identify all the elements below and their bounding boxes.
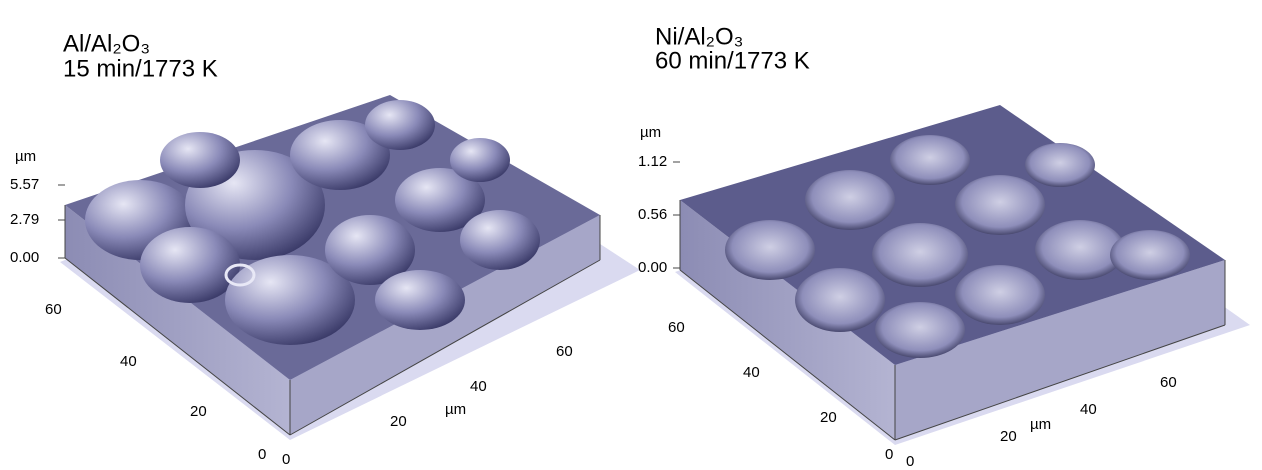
z-unit: µm: [15, 148, 36, 165]
y-tick-label: 0: [885, 446, 893, 463]
title-line: 60 min/1773 K: [655, 47, 810, 74]
y-tick-label: 0: [258, 446, 266, 463]
x-tick-label: 40: [1080, 401, 1097, 418]
y-tick-label: 60: [668, 319, 685, 336]
title-line: 15 min/1773 K: [63, 55, 218, 82]
panel-right: Ni/Al₂O₃ 60 min/1773 K µm 1.12 0.56 0.00…: [638, 23, 1250, 470]
figure: Al/Al₂O₃ 15 min/1773 K µm 5.57 2.79 0.00…: [0, 0, 1262, 470]
z-tick-label: 0.00: [638, 259, 667, 276]
y-tick-label: 20: [190, 403, 207, 420]
x-tick-label: 0: [282, 451, 290, 468]
y-tick-label: 40: [743, 364, 760, 381]
x-tick-label: 60: [556, 343, 573, 360]
y-tick-label: 20: [820, 409, 837, 426]
title-line: Al/Al₂O₃: [63, 30, 150, 57]
z-unit: µm: [640, 124, 661, 141]
x-tick-label: 60: [1160, 374, 1177, 391]
y-tick-label: 40: [120, 353, 137, 370]
z-tick-label: 5.57: [10, 176, 39, 193]
z-tick-label: 0.00: [10, 249, 39, 266]
z-tick-label: 2.79: [10, 211, 39, 228]
panel-left: Al/Al₂O₃ 15 min/1773 K µm 5.57 2.79 0.00…: [10, 30, 640, 468]
x-unit: µm: [1030, 416, 1051, 433]
x-unit: µm: [445, 401, 466, 418]
z-tick-label: 0.56: [638, 206, 667, 223]
title-line: Ni/Al₂O₃: [655, 23, 743, 50]
x-tick-label: 0: [906, 453, 914, 470]
x-tick-label: 40: [470, 378, 487, 395]
x-tick-label: 20: [390, 413, 407, 430]
y-tick-label: 60: [45, 301, 62, 318]
z-tick-label: 1.12: [638, 153, 667, 170]
x-tick-label: 20: [1000, 428, 1017, 445]
